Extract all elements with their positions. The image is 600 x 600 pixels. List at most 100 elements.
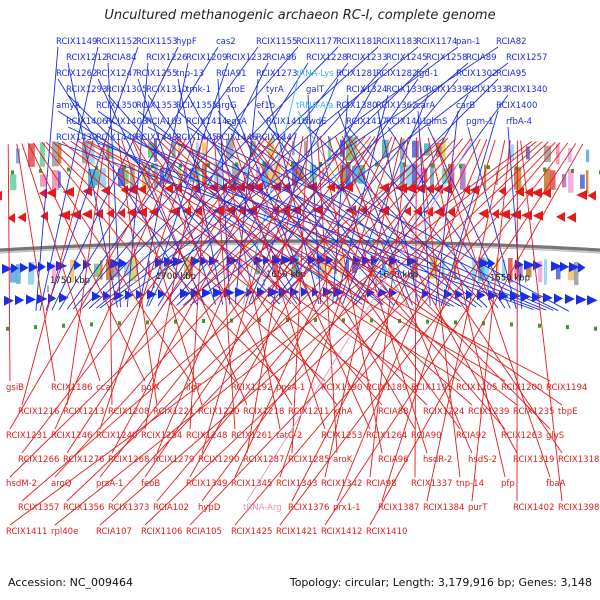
top-gene-label: RCIA86 xyxy=(266,53,297,63)
bottom-gene-label: RCIX1246 xyxy=(51,431,92,441)
bottom-gene-label: RCIX1357 xyxy=(18,503,59,513)
inner-tick-marker xyxy=(403,162,406,167)
functional-category-block xyxy=(196,141,199,157)
top-gene-label: RCIX1447 xyxy=(256,133,297,143)
top-leader-line xyxy=(107,46,499,309)
functional-category-block xyxy=(52,263,56,281)
reverse-gene-arrow xyxy=(359,205,367,216)
bottom-gene-label: RCIX1425 xyxy=(231,527,272,537)
bottom-leader-line xyxy=(520,140,563,502)
forward-gene-arrow xyxy=(290,255,299,266)
reverse-gene-arrow xyxy=(404,183,416,194)
top-gene-label: fwdE xyxy=(306,117,327,127)
top-leader-line xyxy=(66,46,259,310)
bottom-leader-line xyxy=(381,139,496,502)
bottom-gene-label: RCIX1253 xyxy=(321,431,362,441)
bottom-leader-line xyxy=(117,139,158,406)
bottom-gene-label: RCIX1402 xyxy=(513,503,554,513)
functional-category-block xyxy=(256,166,261,182)
bottom-leader-line xyxy=(319,135,383,454)
top-gene-label: RCIX1446 xyxy=(216,133,257,143)
reverse-gene-arrow xyxy=(566,212,576,223)
functional-category-block xyxy=(526,146,530,160)
bottom-gene-label: RCIX1194 xyxy=(546,383,587,393)
bottom-gene-label: RCIX1189 xyxy=(366,383,407,393)
top-gene-label: RCIX1353 xyxy=(136,101,177,111)
functional-category-block xyxy=(16,148,20,164)
bottom-gene-label: RCIX1218 xyxy=(243,407,284,417)
reverse-gene-arrow xyxy=(58,210,70,221)
outer-tick-marker xyxy=(34,325,37,330)
top-gene-label: tRNA-Ala xyxy=(296,101,334,111)
functional-category-block xyxy=(166,167,171,184)
forward-gene-arrow xyxy=(4,295,14,306)
bottom-gene-label: prsA-1 xyxy=(96,479,123,489)
reverse-gene-arrow xyxy=(81,209,92,220)
forward-gene-arrow xyxy=(74,260,82,271)
inner-tick-marker xyxy=(263,162,266,167)
top-gene-label: egsA xyxy=(226,117,247,127)
functional-category-block xyxy=(10,266,17,283)
top-leader-line xyxy=(307,94,322,305)
topology-summary: Topology: circular; Length: 3,179,916 bp… xyxy=(289,576,592,589)
bottom-leader-line xyxy=(156,137,428,406)
bottom-gene-label: RCIX1192 xyxy=(231,383,272,393)
functional-category-block xyxy=(40,142,45,167)
inner-tick-marker xyxy=(319,162,322,166)
top-gene-label: pan-1 xyxy=(456,37,480,47)
bottom-leader-line xyxy=(248,136,461,430)
top-gene-label: aroE xyxy=(226,85,245,95)
top-gene-label: RCIX1153 xyxy=(136,37,177,47)
bottom-gene-label: RCIX1276 xyxy=(63,455,104,465)
reverse-gene-arrow xyxy=(126,207,136,218)
bottom-gene-label: hsdR-2 xyxy=(423,455,452,465)
outer-tick-marker xyxy=(202,319,205,323)
bottom-leader-line xyxy=(21,137,444,502)
top-gene-label: RCIA91 xyxy=(216,69,247,79)
forward-gene-arrow xyxy=(125,290,134,301)
bottom-leader-line xyxy=(99,141,543,526)
functional-category-block xyxy=(196,162,200,188)
bottom-gene-label: RCIX1319 xyxy=(513,455,554,465)
bottom-leader-line xyxy=(99,136,372,478)
outer-tick-marker xyxy=(342,318,345,323)
bottom-leader-line xyxy=(66,135,274,454)
top-gene-label: RCIX1401 xyxy=(386,117,427,127)
bottom-leader-line xyxy=(426,140,506,502)
functional-category-block xyxy=(322,257,327,275)
bottom-leader-line xyxy=(230,136,326,430)
top-leader-line xyxy=(234,78,259,305)
functional-category-block xyxy=(292,254,299,278)
top-gene-label: pgm-1 xyxy=(466,117,494,127)
bottom-leader-line xyxy=(132,138,293,406)
bottom-leader-line xyxy=(324,143,577,526)
bottom-leader-line xyxy=(27,143,146,382)
bottom-gene-label: hypD xyxy=(198,503,221,513)
bottom-gene-label: fbaA xyxy=(546,479,566,489)
bottom-gene-label: RCIA102 xyxy=(153,503,189,513)
bottom-gene-label: RCIX1224 xyxy=(423,407,464,417)
top-gene-label: RCIX1333 xyxy=(466,85,507,95)
bottom-gene-label: RCIX1248 xyxy=(186,431,227,441)
top-leader-line xyxy=(138,62,189,307)
bottom-gene-label: ppsA-1 xyxy=(276,383,305,393)
top-gene-label: tnp-13 xyxy=(176,69,204,79)
inner-tick-marker xyxy=(543,167,546,172)
forward-gene-arrow xyxy=(551,261,563,272)
functional-category-block xyxy=(142,163,149,190)
functional-category-block xyxy=(424,168,428,183)
functional-category-block xyxy=(178,141,181,158)
functional-category-block xyxy=(562,174,567,188)
forward-gene-arrow xyxy=(554,293,564,304)
forward-gene-arrow xyxy=(488,258,496,269)
top-leader-line xyxy=(72,46,299,310)
bottom-leader-line xyxy=(220,136,281,430)
forward-gene-arrow xyxy=(11,263,19,274)
top-leader-line xyxy=(227,94,314,305)
functional-category-block xyxy=(160,258,164,278)
bottom-gene-label: RCIA98 xyxy=(366,479,397,489)
bottom-gene-label: feoB xyxy=(141,479,160,489)
forward-gene-arrow xyxy=(59,292,69,303)
bottom-gene-label: gsiB xyxy=(6,383,24,393)
forward-gene-arrow xyxy=(200,255,209,266)
